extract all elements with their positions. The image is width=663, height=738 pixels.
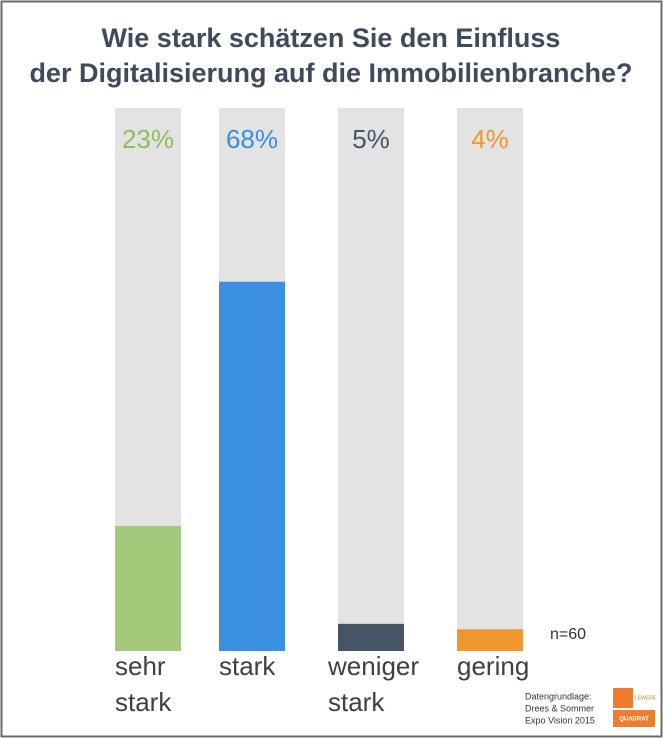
source: Datengrundlage:	[525, 691, 592, 701]
logo: LEWERE QUADRAT	[613, 688, 657, 727]
logo-block	[613, 710, 655, 727]
value-label: 68%	[226, 124, 278, 154]
bar-track	[338, 108, 404, 651]
source: Drees & Sommer	[525, 703, 594, 713]
bar	[219, 281, 285, 651]
bar-track	[457, 108, 523, 651]
category-label: gering	[457, 651, 529, 681]
bar	[457, 629, 523, 651]
bar	[338, 623, 404, 651]
chart-title: Wie stark schätzen Sie den Einfluss	[102, 23, 561, 53]
value-label: 5%	[352, 124, 390, 154]
logo-text: LEWERE	[635, 695, 657, 701]
sample-note: n=60	[550, 626, 586, 643]
category-label: stark	[219, 651, 276, 681]
category-label: sehr stark	[115, 651, 172, 717]
value-label: 4%	[471, 124, 509, 154]
logo-text: QUADRAT	[619, 717, 649, 723]
bar	[115, 526, 181, 651]
category-label: weniger stark	[327, 651, 419, 717]
value-label: 23%	[122, 124, 174, 154]
chart-title: der Digitalisierung auf die Immobilienbr…	[29, 58, 632, 88]
source: Expo Vision 2015	[525, 715, 595, 725]
logo-block	[613, 688, 633, 708]
